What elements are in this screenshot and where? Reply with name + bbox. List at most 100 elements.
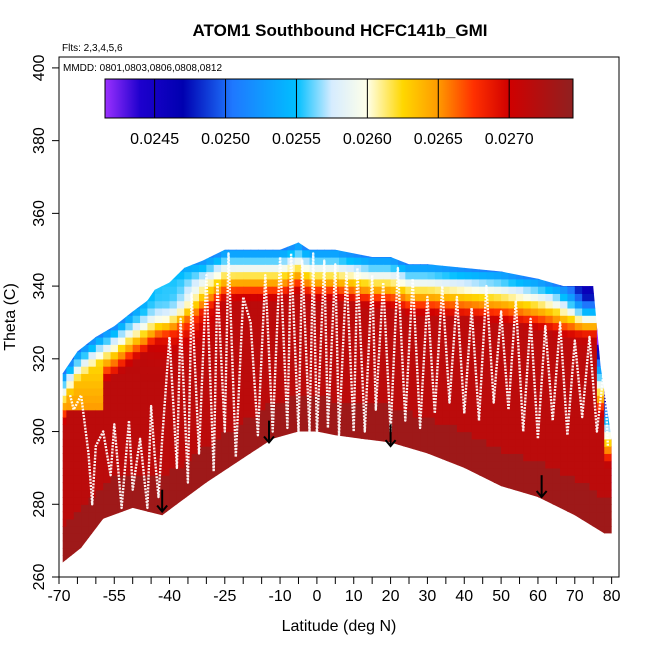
field-cell [589,300,598,309]
field-cell [390,533,399,542]
field-cell [442,242,451,244]
field-cell [154,511,163,520]
field-cell [88,518,97,527]
field-cell [442,257,451,265]
field-cell [62,547,67,556]
field-cell [434,562,443,563]
field-cell [383,271,392,280]
field-cell [221,555,230,563]
field-cell [501,264,510,273]
field-cell [132,424,141,433]
field-cell [434,482,443,491]
field-cell [361,555,370,563]
field-cell [95,504,104,513]
field-cell [103,504,112,513]
field-cell [103,307,112,316]
field-cell [508,293,517,302]
field-cell [110,533,119,542]
field-cell [191,257,200,265]
field-cell [574,242,583,244]
field-cell [427,460,436,469]
field-cell [567,504,576,513]
field-cell [464,380,473,389]
field-cell [493,380,502,389]
field-cell [221,213,229,221]
field-cell [169,271,178,280]
field-cell [582,489,591,498]
field-cell [567,467,576,476]
field-cell [125,315,134,324]
field-cell [434,387,443,396]
field-cell [294,489,303,498]
field-cell [132,562,141,563]
field-cell [391,570,399,578]
field-cell [147,511,156,520]
field-cell [184,562,193,563]
field-cell [353,431,362,440]
field-cell [383,424,392,433]
field-cell [59,228,67,236]
field-cell [427,213,435,221]
field-cell [412,482,421,491]
field-cell [176,562,185,563]
field-cell [501,417,510,425]
field-cell [515,337,524,345]
field-cell [434,242,443,244]
field-cell [486,249,495,258]
field-cell [486,242,495,244]
field-cell [523,293,532,302]
field-cell [574,366,583,374]
field-cell [552,526,561,534]
field-cell [589,446,598,454]
field-cell [117,249,126,258]
field-cell [162,307,171,316]
field-cell [596,467,605,476]
field-cell [486,300,495,309]
field-cell [287,351,296,360]
field-cell [368,518,377,527]
field-cell [589,358,598,367]
field-cell [530,417,539,425]
field-cell [265,221,273,229]
field-cell [449,380,458,389]
field-cell [81,257,90,265]
field-cell [486,329,495,338]
field-cell [552,562,561,563]
field-cell [162,533,171,542]
field-cell [486,533,495,542]
field-cell [140,424,149,433]
field-cell [390,286,399,294]
field-cell [257,555,266,563]
field-cell [604,438,612,447]
field-cell [515,271,524,280]
field-cell [309,475,318,484]
field-cell [62,497,67,505]
field-cell [545,286,554,294]
field-cell [397,562,406,563]
field-cell [560,373,569,382]
field-cell [471,511,480,520]
field-cell [530,242,539,251]
field-cell [154,555,163,563]
field-cell [508,562,517,563]
field-cell [383,570,391,578]
field-cell [73,337,82,345]
field-cell [523,300,532,309]
field-cell [316,366,325,374]
field-cell [243,409,252,418]
field-cell [95,497,104,505]
field-cell [339,438,347,447]
field-cell [612,446,620,454]
field-cell [493,242,502,251]
field-cell [574,307,583,316]
field-cell [368,315,377,324]
field-cell [140,446,149,454]
field-cell [66,351,75,360]
field-cell [103,366,112,374]
field-cell [118,221,126,229]
field-cell [523,504,532,513]
field-cell [272,453,281,462]
field-cell [324,228,332,236]
field-cell [74,228,82,236]
field-cell [604,570,612,578]
